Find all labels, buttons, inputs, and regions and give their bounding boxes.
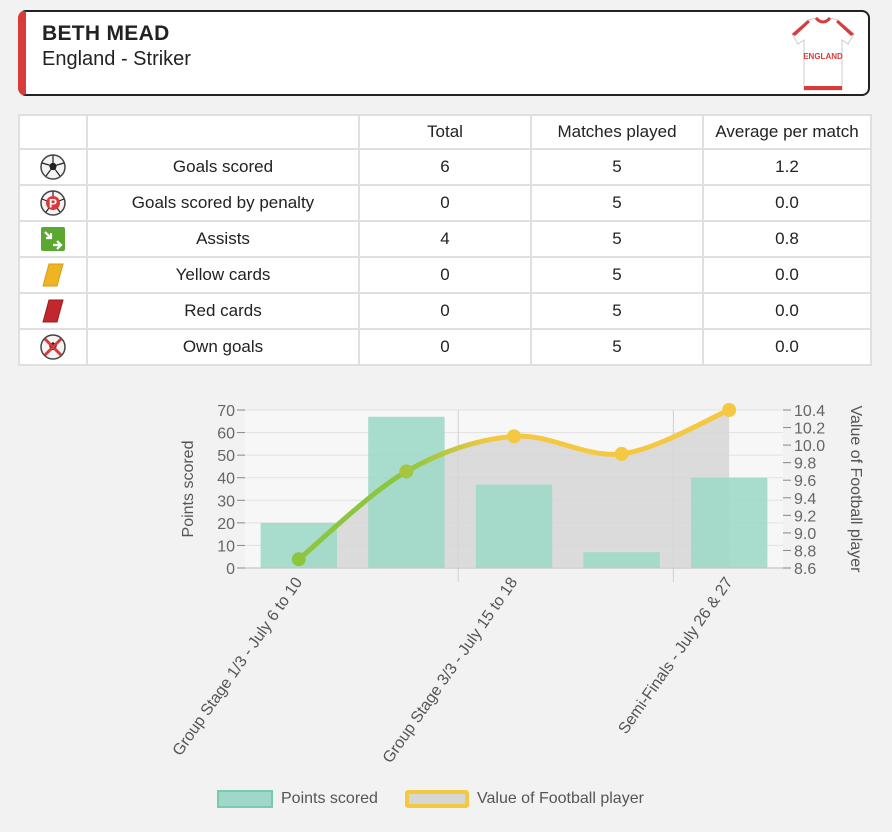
y-axis-label: Points scored xyxy=(180,441,197,538)
row-total: 6 xyxy=(358,148,532,186)
row-total: 4 xyxy=(358,220,532,258)
svg-text:P: P xyxy=(49,197,57,211)
row-total: 0 xyxy=(358,184,532,222)
y2-tick-label: 9.4 xyxy=(794,491,816,508)
header-total: Total xyxy=(358,114,532,150)
y-axis-left: 0 10 20 30 40 50 60 70 xyxy=(217,403,245,578)
row-average: 0.8 xyxy=(702,220,872,258)
bar-series xyxy=(260,416,768,568)
line-points xyxy=(291,403,737,567)
y-axis-right: 8.68.89.09.29.49.69.810.010.210.4 xyxy=(783,403,825,578)
table-row: Own goals 0 5 0.0 xyxy=(18,328,872,366)
row-average: 0.0 xyxy=(702,184,872,222)
assist-icon xyxy=(41,227,65,251)
row-matches: 5 xyxy=(530,292,704,330)
row-matches: 5 xyxy=(530,148,704,186)
y-tick-label: 10 xyxy=(217,538,235,555)
y-tick-label: 40 xyxy=(217,471,235,488)
own-goal-icon xyxy=(40,334,66,360)
legend-swatch-points xyxy=(217,790,273,808)
row-label: Own goals xyxy=(86,328,360,366)
legend-label-value: Value of Football player xyxy=(477,790,644,807)
row-total: 0 xyxy=(358,256,532,294)
row-total: 0 xyxy=(358,328,532,366)
row-total: 0 xyxy=(358,292,532,330)
player-name: BETH MEAD xyxy=(42,22,170,45)
row-average: 0.0 xyxy=(702,328,872,366)
y2-tick-label: 9.8 xyxy=(794,456,816,473)
legend-item-points[interactable]: Points scored xyxy=(217,790,378,808)
x-tick-label: Semi-Finals - July 26 & 27 xyxy=(615,574,736,737)
row-label: Goals scored xyxy=(86,148,360,186)
row-matches: 5 xyxy=(530,184,704,222)
y-tick-label: 60 xyxy=(217,426,235,443)
row-average: 0.0 xyxy=(702,292,872,330)
bar xyxy=(475,484,553,568)
legend-swatch-value xyxy=(405,790,469,808)
table-row: Red cards 0 5 0.0 xyxy=(18,292,872,330)
line-point xyxy=(399,464,414,479)
chart-legend: Points scored Value of Football player xyxy=(0,790,892,820)
row-matches: 5 xyxy=(530,220,704,258)
yellow-card-icon xyxy=(42,263,64,287)
y2-axis-label: Value of Football player xyxy=(847,406,864,574)
row-label: Yellow cards xyxy=(86,256,360,294)
row-average: 0.0 xyxy=(702,256,872,294)
row-matches: 5 xyxy=(530,256,704,294)
table-header-row: Total Matches played Average per match xyxy=(18,114,872,150)
shirt-text: ENGLAND xyxy=(803,52,843,61)
y2-tick-label: 10.0 xyxy=(794,438,825,455)
y2-tick-label: 10.2 xyxy=(794,421,825,438)
y-tick-label: 50 xyxy=(217,448,235,465)
y2-tick-label: 9.0 xyxy=(794,526,816,543)
y-tick-label: 20 xyxy=(217,516,235,533)
row-label: Red cards xyxy=(86,292,360,330)
table-row: P Goals scored by penalty 0 5 0.0 xyxy=(18,184,872,222)
y-tick-label: 0 xyxy=(226,561,235,578)
legend-item-value[interactable]: Value of Football player xyxy=(405,790,644,808)
row-label: Goals scored by penalty xyxy=(86,184,360,222)
y2-tick-label: 8.8 xyxy=(794,543,816,560)
x-tick-label: Group Stage 1/3 - July 6 to 10 xyxy=(170,574,306,759)
bar xyxy=(691,477,768,568)
bar xyxy=(368,416,445,568)
line-point xyxy=(291,552,306,567)
x-axis: Group Stage 1/3 - July 6 to 10 Group Stag… xyxy=(170,574,737,766)
red-card-icon xyxy=(42,299,64,323)
header-icon-col xyxy=(18,114,88,150)
header-average: Average per match xyxy=(702,114,872,150)
legend-label-points: Points scored xyxy=(281,790,378,807)
line-point xyxy=(722,403,737,417)
header-matches: Matches played xyxy=(530,114,704,150)
y-tick-label: 70 xyxy=(217,403,235,420)
table-row: Goals scored 6 5 1.2 xyxy=(18,148,872,186)
y2-tick-label: 9.6 xyxy=(794,473,816,490)
row-matches: 5 xyxy=(530,328,704,366)
y-tick-label: 30 xyxy=(217,493,235,510)
header-label-col xyxy=(86,114,360,150)
bar xyxy=(583,552,660,568)
y2-tick-label: 10.4 xyxy=(794,403,825,420)
row-average: 1.2 xyxy=(702,148,872,186)
x-tick-label: Group Stage 3/3 - July 15 to 18 xyxy=(380,574,522,766)
player-card: BETH MEAD England - Striker ENGLAND xyxy=(18,10,870,96)
table-row: Yellow cards 0 5 0.0 xyxy=(18,256,872,294)
stats-table: Total Matches played Average per match G… xyxy=(18,114,872,366)
y2-tick-label: 9.2 xyxy=(794,508,816,525)
row-label: Assists xyxy=(86,220,360,258)
player-subtitle: England - Striker xyxy=(42,48,191,70)
line-point xyxy=(507,429,521,444)
line-point xyxy=(614,446,629,461)
y2-tick-label: 8.6 xyxy=(794,561,816,578)
penalty-ball-icon: P xyxy=(40,190,66,216)
england-shirt-icon: ENGLAND xyxy=(791,16,855,91)
soccer-ball-icon xyxy=(40,154,66,180)
table-row: Assists 4 5 0.8 xyxy=(18,220,872,258)
